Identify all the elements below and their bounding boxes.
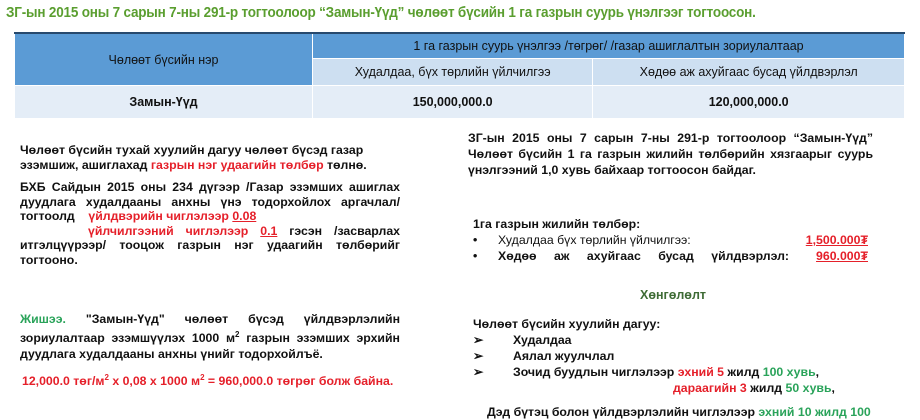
bullet-icon: • xyxy=(473,233,478,247)
example-paragraph: Жишээ. "Замын-Үүд" чөлөөт бүсэд үйлдвэрл… xyxy=(20,311,400,362)
fee-item: • Хөдөө аж ахуйгаас бусад үйлдвэрлэл: 960.… xyxy=(473,248,868,264)
list-item-continuation: дараагийн 3 жилд 50 хувь, xyxy=(673,381,835,395)
page-title: ЗГ-ын 2015 оны 7 сарын 7-ны 291-р тогтоо… xyxy=(6,5,756,21)
text: газрын эзэмших эрхийн дуудлага худалдаан… xyxy=(20,331,400,362)
discount-title: Хөнгөлөлт xyxy=(640,288,707,302)
highlight: үйлчилгээний чиглэлээр xyxy=(88,223,261,238)
annual-fee-block: 1га газрын жилийн төлбөр: • Худалдаа бүх … xyxy=(473,216,868,264)
fee-label: Хөдөө аж ахуйгаас бусад үйлдвэрлэл: xyxy=(498,249,790,263)
fee-value: 1,500.000₮ xyxy=(805,233,868,247)
last-line: Дэд бүтэц болон үйлдвэрлэлийн чиглэлээр … xyxy=(487,405,871,420)
highlight: үйлдвэрийн чиглэлээр xyxy=(88,209,233,223)
list-item: ➢ Худалдаа xyxy=(473,332,893,348)
example-label: Жишээ. xyxy=(20,312,66,326)
header-industry: Хөдөө аж ахуйгаас бусад үйлдвэрлэл xyxy=(592,58,905,86)
text: "Замын-Үүд" чөлөөт бүсэд үйлдвэрлэлийн з… xyxy=(20,312,400,346)
text: 12,000.0 төг/м xyxy=(22,374,105,389)
land-valuation-table: Чөлөөт бүсийн нэр 1 га газрын суурь үнэл… xyxy=(14,32,905,119)
text: Дэд бүтэц болон үйлдвэрлэлийн чиглэлээр xyxy=(487,405,759,419)
discount-block: Чөлөөт бүсийн хуулийн дагуу: ➢ Худалдаа ➢… xyxy=(473,316,893,396)
item-label: Худалдаа xyxy=(513,333,572,347)
superscript: 2 xyxy=(104,373,109,382)
header-group: 1 га газрын суурь үнэлгээ /төгрөг/ /газа… xyxy=(312,32,905,59)
superscript: 2 xyxy=(235,330,240,339)
text: БХБ Сайдын 2015 оны 234 дүгээр /Газар эз… xyxy=(20,180,400,223)
cell-commerce: 150,000,000.0 xyxy=(311,85,594,119)
text: х 0,08 х 1000 м xyxy=(108,374,201,389)
fee-heading: 1га газрын жилийн төлбөр: xyxy=(473,217,641,231)
arrow-bullet-icon: ➢ xyxy=(473,365,484,379)
arrow-bullet-icon: ➢ xyxy=(473,333,484,347)
highlight: 100 хувь xyxy=(762,365,816,379)
highlight: эхний 10 жилд 100 xyxy=(758,405,871,419)
text: = 960,000.0 төгрөг болж байна. xyxy=(204,374,394,389)
left-paragraph-2: БХБ Сайдын 2015 оны 234 дүгээр /Газар эз… xyxy=(20,180,400,267)
arrow-bullet-icon: ➢ xyxy=(473,349,484,363)
fee-value: 960.000₮ xyxy=(816,249,868,263)
superscript: 2 xyxy=(200,373,205,382)
header-commerce: Худалдаа, бүх төрлийн үйлчилгээ xyxy=(311,58,594,86)
left-paragraph-1: Чөлөөт бүсийн тухай хуулийн дагуу чөлөөт… xyxy=(20,143,380,172)
bullet-icon: • xyxy=(473,249,478,263)
text: гэсэн /засварлах итгэлцүүрээр/ тооцож га… xyxy=(20,223,400,267)
header-zone-name: Чөлөөт бүсийн нэр xyxy=(14,32,313,86)
item-label: Аялал жуулчлал xyxy=(513,349,615,363)
list-item: ➢ Зочид буудлын чиглэлээр эхний 5 жилд 10… xyxy=(473,365,820,379)
table-row: Замын-Үүд 150,000,000.0 120,000,000.0 xyxy=(14,85,905,119)
highlight: 50 хувь xyxy=(785,381,832,395)
coefficient-service: 0.1 xyxy=(260,223,278,238)
discount-intro: Чөлөөт бүсийн хуулийн дагуу: xyxy=(473,317,661,331)
fee-item: • Худалдаа бүх төрлийн үйлчилгээ: 1,500.00… xyxy=(473,232,868,248)
list-item: ➢ Аялал жуулчлал xyxy=(473,348,893,364)
highlight: дараагийн 3 xyxy=(673,381,747,395)
highlight: эхний 5 xyxy=(677,365,725,379)
text: жилд xyxy=(746,381,786,395)
highlight: газрын нэг удаагийн төлбөр xyxy=(150,157,324,172)
fee-label: Худалдаа бүх төрлийн үйлчилгээ: xyxy=(498,233,691,247)
item-label: Зочид буудлын чиглэлээр xyxy=(513,365,678,379)
coefficient-industry: 0.08 xyxy=(232,209,257,223)
cell-name: Замын-Үүд xyxy=(14,85,313,119)
right-paragraph-1: ЗГ-ын 2015 оны 7 сарын 7-ны 291-р тогтоо… xyxy=(468,131,873,177)
text: Чөлөөт бүсийн тухай хуулийн дагуу чөлөөт… xyxy=(20,143,364,172)
example-calculation: 12,000.0 төг/м2 х 0,08 х 1000 м2 = 960,0… xyxy=(22,370,400,389)
cell-industry: 120,000,000.0 xyxy=(592,85,905,119)
text: жилд xyxy=(724,365,763,379)
text: төлнө. xyxy=(323,157,367,172)
